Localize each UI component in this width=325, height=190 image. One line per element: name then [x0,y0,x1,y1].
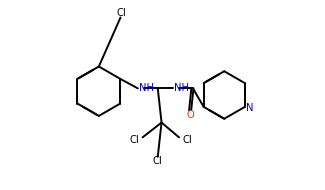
Text: O: O [187,110,194,120]
Text: Cl: Cl [182,135,192,145]
Text: Cl: Cl [129,135,139,145]
Text: Cl: Cl [117,8,126,18]
Text: NH: NH [139,83,154,93]
Text: N: N [246,103,254,113]
Text: Cl: Cl [153,156,162,165]
Text: NH: NH [174,83,189,93]
